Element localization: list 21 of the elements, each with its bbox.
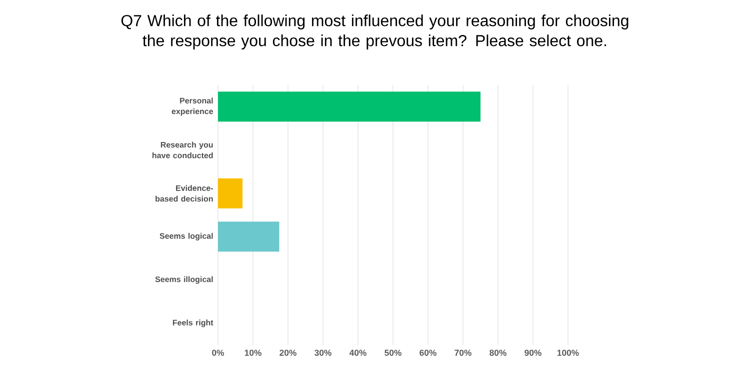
x-tick-label: 80% [490, 350, 506, 356]
x-tick-label: 60% [420, 350, 436, 356]
x-tick-label: 50% [384, 350, 402, 356]
x-tick-label: 70% [454, 350, 472, 356]
bar [218, 92, 480, 122]
x-tick-label: 90% [524, 350, 542, 356]
x-tick-label: 0% [212, 350, 224, 356]
y-tick-label: Seems illogical [155, 276, 213, 284]
y-tick-label: Evidence-based decision [156, 185, 213, 202]
y-tick-label: Seems logical [160, 232, 213, 240]
x-tick-label: 20% [280, 350, 296, 356]
bar [218, 222, 280, 252]
x-tick-label: 30% [314, 350, 332, 356]
x-tick-label: 100% [557, 350, 579, 356]
x-tick-label: 40% [349, 350, 366, 356]
y-tick-label: Feels right [172, 320, 214, 328]
x-tick-label: 10% [244, 350, 262, 356]
y-tick-label: Personal experience [172, 98, 214, 116]
y-tick-label: Research you have conducted [152, 142, 213, 158]
bar [218, 178, 243, 208]
chart-title: Q7 Which of the following most influenced your reasoning for choosing the response you chose in the prevous item? Please select one. [121, 14, 628, 50]
